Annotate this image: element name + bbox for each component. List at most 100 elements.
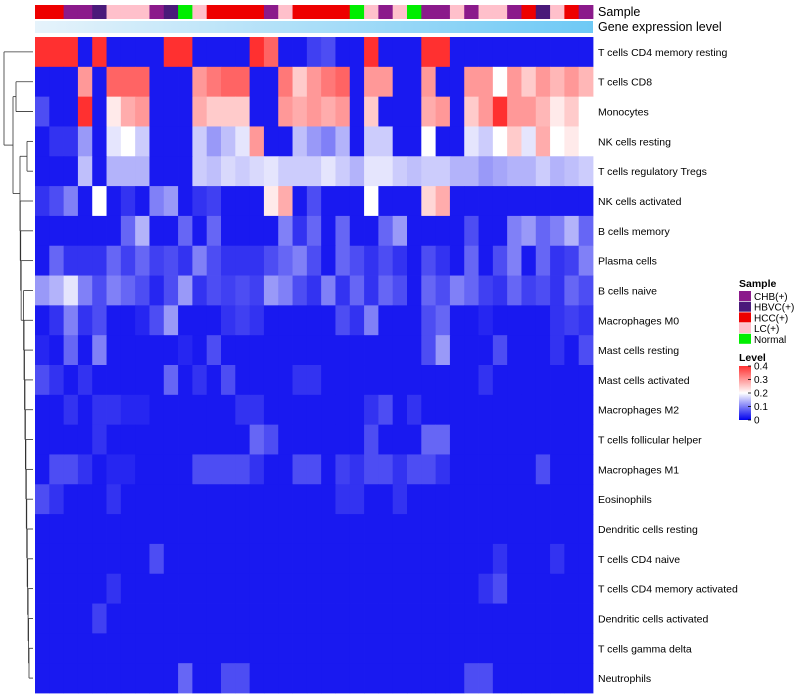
heatmap-cell (149, 275, 165, 306)
heatmap-cell (378, 365, 394, 396)
heatmap-cell (578, 633, 594, 664)
heatmap-cell (492, 275, 508, 306)
heatmap-cell (507, 543, 522, 575)
heatmap-cell (77, 156, 93, 187)
heatmap-cell (550, 424, 565, 455)
heatmap-cell (349, 394, 365, 426)
heatmap-cell (378, 424, 394, 455)
heatmap-cell (192, 96, 208, 127)
heatmap-cell (77, 186, 93, 217)
heatmap-cell (235, 424, 251, 455)
heatmap-cell (521, 335, 537, 366)
heatmap-cell (378, 96, 394, 127)
heatmap-cell (421, 215, 437, 247)
heatmap-cell (92, 484, 107, 515)
heatmap-cell (421, 633, 437, 664)
heatmap-cell (149, 454, 165, 485)
sample-annotation-track (35, 5, 594, 19)
heatmap-cell (221, 424, 236, 455)
heatmap-cell (306, 365, 322, 396)
heatmap-cell (378, 66, 394, 98)
heatmap-cell (192, 514, 208, 545)
heatmap-cell (263, 484, 279, 515)
heatmap-cell (178, 37, 193, 68)
heatmap-cell (435, 543, 451, 575)
heatmap-cell (521, 156, 537, 187)
heatmap-cell (135, 424, 150, 455)
heatmap-cell (564, 394, 580, 426)
row-label: Eosinophils (598, 494, 652, 506)
heatmap-cell (407, 365, 422, 396)
heatmap-cell (35, 543, 50, 575)
heatmap-cell (407, 215, 422, 247)
heatmap-cell (263, 96, 279, 127)
heatmap-cell (249, 424, 265, 455)
heatmap-cell (349, 186, 365, 217)
heatmap-cell (221, 603, 236, 634)
heatmap-cell (192, 66, 208, 98)
heatmap-cell (206, 245, 222, 276)
heatmap-cell (421, 424, 437, 455)
heatmap-cell (292, 305, 308, 336)
heatmap-cell (535, 663, 551, 694)
heatmap-cell (163, 335, 179, 366)
heatmap-cell (407, 305, 422, 336)
heatmap-cell (392, 37, 408, 68)
heatmap-cell (392, 603, 408, 634)
heatmap-cell (163, 663, 179, 694)
heatmap-cell (292, 514, 308, 545)
heatmap-cell (278, 454, 293, 485)
heatmap-cell (235, 66, 251, 98)
heatmap-cell (507, 573, 522, 604)
heatmap-cell (435, 156, 451, 187)
heatmap-cell (149, 186, 165, 217)
heatmap-cell (321, 96, 336, 127)
heatmap-cell (278, 484, 293, 515)
heatmap-cell (77, 37, 93, 68)
heatmap-cell (306, 663, 322, 694)
heatmap-cell (449, 275, 465, 306)
heatmap-cell (106, 96, 122, 127)
heatmap-cell (120, 633, 136, 664)
heatmap-cell (321, 484, 336, 515)
heatmap-cell (149, 514, 165, 545)
heatmap-cell (178, 215, 193, 247)
heatmap-cell (235, 663, 251, 694)
heatmap-cell (507, 186, 522, 217)
heatmap-cell (206, 573, 222, 604)
heatmap-cell (120, 245, 136, 276)
heatmap-cell (206, 603, 222, 634)
heatmap-cell (564, 543, 580, 575)
heatmap-cell (206, 186, 222, 217)
heatmap-cell (521, 245, 537, 276)
heatmap-cell (464, 603, 479, 634)
heatmap-cell (92, 126, 107, 157)
heatmap-cell (364, 424, 379, 455)
heatmap-cell (77, 633, 93, 664)
sample-legend-swatch (739, 323, 751, 334)
heatmap-cell (550, 66, 565, 98)
heatmap-cell (35, 186, 50, 217)
heatmap-cell (92, 156, 107, 187)
heatmap-cell (263, 275, 279, 306)
heatmap-cell (206, 37, 222, 68)
heatmap-cell (49, 335, 65, 366)
heatmap-cell (120, 543, 136, 575)
heatmap-cell (149, 156, 165, 187)
heatmap-cell (521, 663, 537, 694)
heatmap-cell (421, 543, 437, 575)
heatmap-cell (35, 215, 50, 247)
heatmap-cell (278, 305, 293, 336)
sample-annotation-cell (507, 5, 522, 19)
row-label: T cells CD4 naive (598, 554, 680, 566)
heatmap-cell (364, 305, 379, 336)
heatmap-cell (106, 126, 122, 157)
heatmap-cell (77, 514, 93, 545)
heatmap-cell (63, 126, 79, 157)
heatmap-cell (321, 215, 336, 247)
heatmap-cell (135, 186, 150, 217)
row-label: Plasma cells (598, 256, 657, 268)
heatmap-cell (492, 126, 508, 157)
heatmap-cell (435, 633, 451, 664)
heatmap-cell (221, 275, 236, 306)
